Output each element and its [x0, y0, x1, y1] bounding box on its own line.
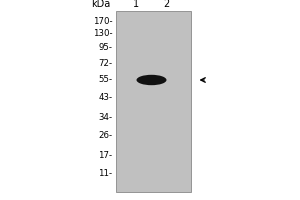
Text: 95-: 95- — [98, 43, 112, 51]
Bar — [116, 11, 190, 192]
Text: 170-: 170- — [93, 17, 112, 25]
Text: 1: 1 — [134, 0, 140, 9]
Text: 34-: 34- — [98, 112, 112, 121]
Text: 11-: 11- — [98, 170, 112, 178]
Text: 130-: 130- — [93, 28, 112, 38]
Text: 43-: 43- — [98, 94, 112, 102]
Text: kDa: kDa — [92, 0, 111, 9]
Text: 17-: 17- — [98, 150, 112, 160]
Text: 2: 2 — [164, 0, 169, 9]
Text: 55-: 55- — [98, 75, 112, 84]
Text: 72-: 72- — [98, 58, 112, 68]
Text: 26-: 26- — [98, 132, 112, 140]
Ellipse shape — [136, 75, 166, 85]
